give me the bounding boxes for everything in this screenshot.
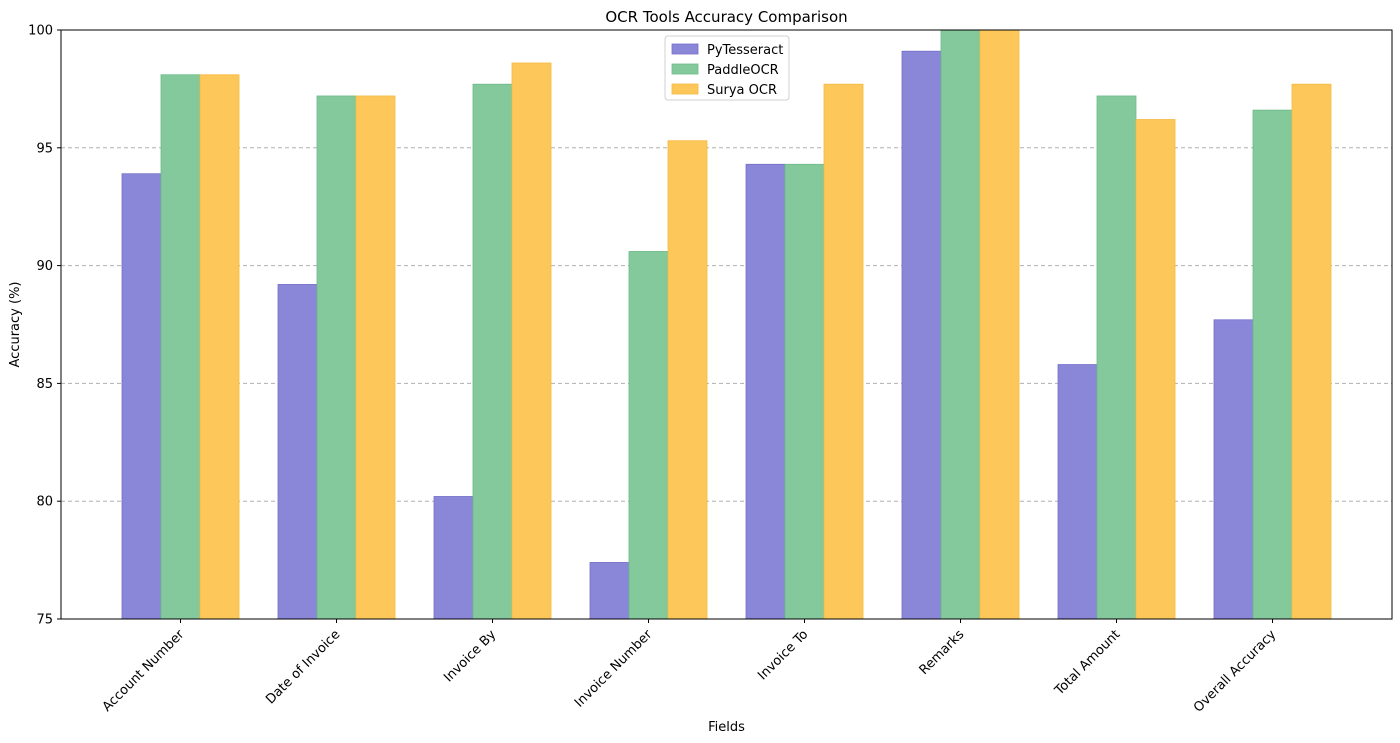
bar-paddleocr-3 bbox=[472, 83, 513, 620]
bar-pytesseract-3 bbox=[433, 496, 474, 620]
bar-surya-ocr-6 bbox=[979, 29, 1020, 620]
bar-surya-ocr-4 bbox=[667, 140, 708, 620]
bar-surya-ocr-3 bbox=[511, 62, 552, 620]
bar-surya-ocr-8 bbox=[1291, 83, 1332, 620]
bar-surya-ocr-1 bbox=[199, 74, 240, 620]
legend-swatch-paddleocr bbox=[671, 63, 699, 75]
bar-pytesseract-5 bbox=[745, 163, 786, 620]
legend-label: PyTesseract bbox=[707, 43, 783, 58]
bar-pytesseract-4 bbox=[589, 562, 630, 620]
bar-pytesseract-6 bbox=[901, 50, 942, 620]
y-tick-label: 85 bbox=[36, 377, 53, 392]
y-tick-label: 80 bbox=[36, 495, 53, 510]
y-tick-label: 90 bbox=[36, 259, 53, 274]
bar-paddleocr-8 bbox=[1252, 109, 1293, 620]
legend: PyTesseract PaddleOCR Surya OCR bbox=[664, 35, 790, 101]
bar-surya-ocr-5 bbox=[823, 83, 864, 620]
plot-frame bbox=[60, 29, 1393, 620]
bar-pytesseract-8 bbox=[1213, 319, 1254, 620]
legend-swatch-pytesseract bbox=[671, 43, 699, 55]
bar-pytesseract-2 bbox=[277, 284, 318, 620]
y-tick-label: 95 bbox=[36, 141, 53, 156]
bar-paddleocr-5 bbox=[784, 163, 825, 620]
legend-label: Surya OCR bbox=[707, 83, 777, 98]
bar-paddleocr-7 bbox=[1096, 95, 1137, 620]
bar-paddleocr-4 bbox=[628, 251, 669, 620]
bar-paddleocr-2 bbox=[316, 95, 357, 620]
y-tick-label: 75 bbox=[36, 613, 53, 628]
bar-paddleocr-1 bbox=[160, 74, 201, 620]
bar-surya-ocr-2 bbox=[355, 95, 396, 620]
x-axis-label: Fields bbox=[708, 720, 745, 735]
bar-surya-ocr-7 bbox=[1135, 119, 1176, 620]
bar-pytesseract-1 bbox=[121, 173, 162, 620]
legend-label: PaddleOCR bbox=[707, 63, 779, 78]
bar-paddleocr-6 bbox=[940, 29, 981, 620]
y-axis-label: Accuracy (%) bbox=[8, 282, 23, 368]
bars bbox=[121, 29, 1332, 620]
bar-pytesseract-7 bbox=[1057, 364, 1098, 620]
y-tick-label: 100 bbox=[28, 24, 53, 39]
legend-swatch-surya-ocr bbox=[671, 83, 699, 95]
chart-title: OCR Tools Accuracy Comparison bbox=[605, 8, 847, 26]
